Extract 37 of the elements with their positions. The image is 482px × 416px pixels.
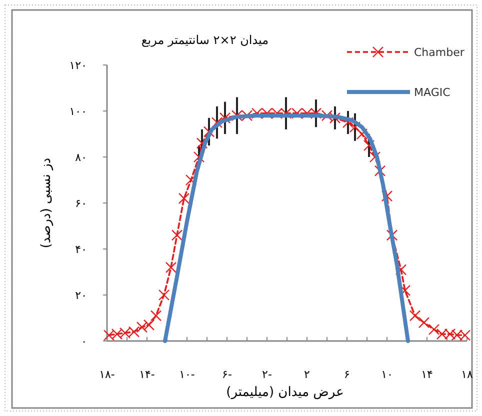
point [143,319,155,330]
point [428,324,440,336]
x-tick-label: ۱۸- [99,368,115,381]
x-tick-label: ۲ [304,368,310,381]
point [158,289,170,301]
point [136,322,148,333]
chart-title: میدان ۲×۲ سانتیمتر مربع [141,33,269,47]
point [349,122,361,133]
legend: MAGIC [347,86,450,99]
legend-label: MAGIC [414,86,451,99]
point [178,192,190,204]
point [409,310,421,322]
point [418,317,430,328]
x-tick-label: ۱۰- [179,368,195,381]
y-tick-label: ۴۰ [75,243,87,256]
y-tick-label: ۱۰۰ [69,105,87,118]
x-tick-label: ۱۸ [461,368,473,381]
y-tick-label: ۲۰ [75,289,87,302]
point [150,310,162,322]
y-tick-label: ۶۰ [75,197,87,210]
x-tick-label: ۱۴- [139,368,155,381]
x-axis-title: عرض میدان (میلیمتر) [226,385,344,400]
point [165,262,177,273]
point [342,116,354,128]
x-tick-label: ۶- [222,368,232,381]
y-tick-label: ۱۲۰ [69,59,87,72]
x-tick-label: ۱۴ [421,368,433,381]
point [171,230,183,241]
y-tick-label: ۰ [81,335,87,348]
y-axis-title: دز نسبی (درصد) [39,158,54,248]
x-tick-label: ۶ [344,368,350,381]
point [356,128,368,140]
legend-label: Chamber [414,46,465,59]
y-tick-label: ۸۰ [75,151,87,164]
x-tick-label: ۱۰ [381,368,393,381]
x-tick-label: ۲- [262,368,272,381]
line-series [163,114,410,343]
